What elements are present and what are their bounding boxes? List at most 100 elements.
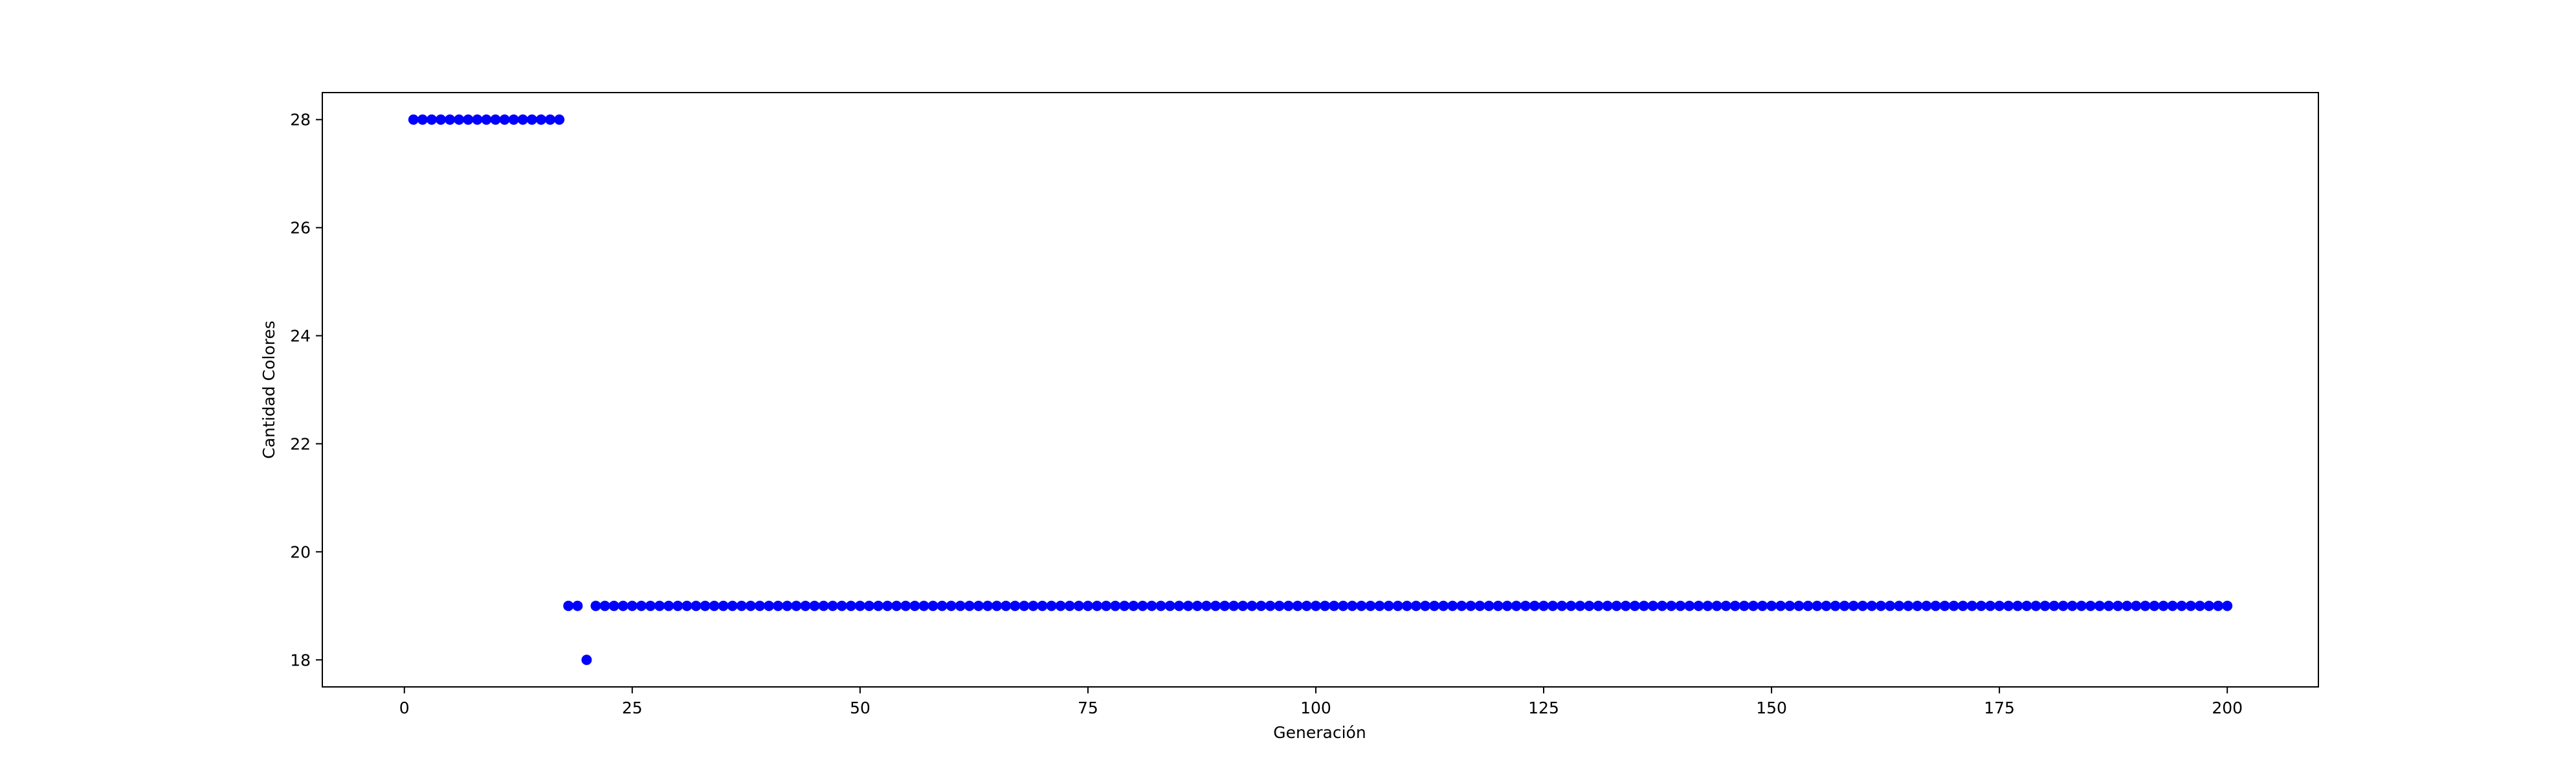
data-point <box>937 600 948 611</box>
data-point <box>1101 600 1112 611</box>
data-point <box>1575 600 1586 611</box>
x-tick-label: 25 <box>622 699 643 717</box>
data-point <box>1876 600 1887 611</box>
data-point <box>1173 600 1184 611</box>
data-point <box>873 600 884 611</box>
data-point <box>1830 600 1841 611</box>
data-point <box>1028 600 1039 611</box>
data-point <box>2104 600 2115 611</box>
data-point <box>2012 600 2023 611</box>
y-tick-label: 26 <box>290 219 311 238</box>
data-point <box>1729 600 1740 611</box>
data-point <box>1766 600 1777 611</box>
data-point <box>2003 600 2014 611</box>
data-point <box>1620 600 1631 611</box>
data-point <box>1611 600 1622 611</box>
data-point <box>1638 600 1649 611</box>
data-point <box>836 600 847 611</box>
data-point <box>1675 600 1686 611</box>
data-point <box>745 600 756 611</box>
data-point <box>1848 600 1859 611</box>
data-point <box>490 114 501 125</box>
data-point <box>1975 600 1986 611</box>
data-point <box>1055 600 1066 611</box>
data-point <box>827 600 838 611</box>
data-point <box>1566 600 1577 611</box>
data-point <box>973 600 984 611</box>
y-axis-label: Cantidad Colores <box>260 320 278 459</box>
data-point <box>1738 600 1749 611</box>
data-point <box>691 600 702 611</box>
data-point <box>554 114 565 125</box>
data-point <box>1502 600 1513 611</box>
data-point <box>1037 600 1048 611</box>
data-point <box>1548 600 1559 611</box>
data-point <box>1702 600 1713 611</box>
data-point <box>672 600 683 611</box>
data-point <box>1584 600 1595 611</box>
data-point <box>1283 600 1294 611</box>
data-point <box>1784 600 1795 611</box>
data-point <box>1356 600 1367 611</box>
data-point <box>654 600 665 611</box>
data-point <box>426 114 437 125</box>
data-point <box>1073 600 1084 611</box>
data-point <box>1438 600 1449 611</box>
data-point <box>526 114 537 125</box>
data-point <box>617 600 628 611</box>
data-point <box>927 600 938 611</box>
data-point <box>599 600 610 611</box>
data-point <box>1137 600 1148 611</box>
x-axis: 0 25 50 75 100 125 150 175 200 <box>399 687 2243 717</box>
data-point <box>545 114 556 125</box>
data-point <box>1520 600 1531 611</box>
data-point <box>535 114 546 125</box>
data-point <box>445 114 456 125</box>
data-point <box>682 600 693 611</box>
data-point <box>863 600 874 611</box>
data-point <box>1410 600 1421 611</box>
data-point <box>1557 600 1568 611</box>
data-point <box>1247 600 1258 611</box>
y-tick-label: 24 <box>290 327 311 346</box>
data-point <box>481 114 492 125</box>
data-point <box>1301 600 1312 611</box>
x-tick-label: 175 <box>1984 699 2015 717</box>
data-point <box>2021 600 2032 611</box>
data-point <box>1511 600 1522 611</box>
data-point <box>1256 600 1267 611</box>
y-axis: 18 20 22 24 26 28 <box>290 111 322 669</box>
data-point <box>1082 600 1093 611</box>
data-point <box>900 600 911 611</box>
x-axis-label: Generación <box>1273 723 1366 742</box>
data-point <box>1164 600 1175 611</box>
data-point <box>1939 600 1950 611</box>
data-point <box>463 114 474 125</box>
data-point <box>2058 600 2069 611</box>
y-tick-label: 20 <box>290 543 311 561</box>
data-point <box>909 600 920 611</box>
data-point <box>590 600 601 611</box>
data-point <box>608 600 619 611</box>
data-point <box>1775 600 1786 611</box>
data-point <box>2140 600 2151 611</box>
data-point <box>1374 600 1385 611</box>
data-point <box>1757 600 1768 611</box>
data-point <box>1483 600 1494 611</box>
data-point <box>508 114 519 125</box>
data-point <box>800 600 811 611</box>
data-point <box>1693 600 1704 611</box>
x-tick-label: 75 <box>1078 699 1098 717</box>
data-point <box>1392 600 1403 611</box>
data-point <box>1228 600 1239 611</box>
data-point <box>891 600 902 611</box>
data-point <box>2094 600 2105 611</box>
data-point <box>1110 600 1121 611</box>
data-point <box>1793 600 1804 611</box>
data-point <box>2122 600 2133 611</box>
data-point <box>1091 600 1102 611</box>
data-point <box>1046 600 1057 611</box>
data-points <box>408 114 2233 666</box>
data-point <box>2049 600 2060 611</box>
data-point <box>809 600 820 611</box>
